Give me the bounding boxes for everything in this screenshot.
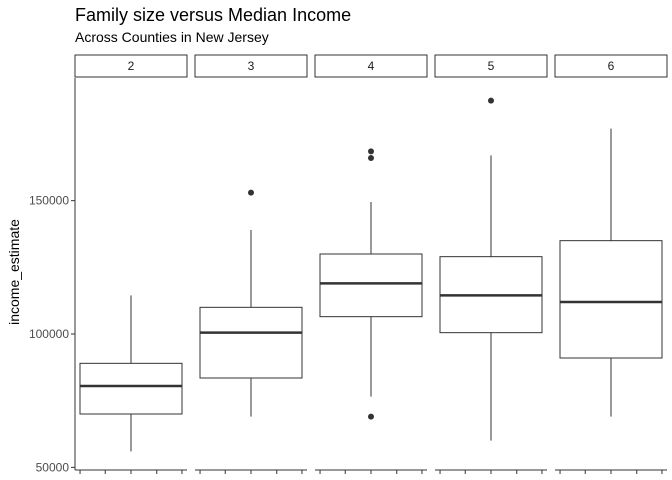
outlier-point xyxy=(368,148,374,155)
facet-panels: 2 3 4 5 6 xyxy=(74,54,668,474)
chart-subtitle: Across Counties in New Jersey xyxy=(75,29,269,45)
facet-strip-label: 6 xyxy=(608,59,615,73)
y-axis: 50000 100000 150000 xyxy=(29,78,76,474)
facet-strip xyxy=(554,54,668,78)
iqr-box xyxy=(79,362,183,415)
facet-panel-4: 4 xyxy=(314,54,428,474)
chart-title: Family size versus Median Income xyxy=(75,5,351,25)
iqr-box xyxy=(319,253,423,318)
outlier-point xyxy=(368,155,374,161)
facet-strip xyxy=(434,54,548,78)
iqr-box xyxy=(559,240,663,359)
outlier-point xyxy=(368,413,374,420)
facet-panel-2: 2 xyxy=(74,54,188,474)
outlier-point xyxy=(488,97,494,104)
facet-panel-5: 5 xyxy=(434,54,548,474)
y-axis-title: income_estimate xyxy=(6,219,22,325)
facet-strip-label: 2 xyxy=(128,59,135,73)
facet-strip xyxy=(74,54,188,78)
facet-strip xyxy=(314,54,428,78)
facet-panel-3: 3 xyxy=(194,54,308,474)
outlier-point xyxy=(248,189,254,196)
facet-strip-label: 5 xyxy=(488,59,495,73)
facet-strip xyxy=(194,54,308,78)
iqr-box xyxy=(199,306,303,379)
facet-strip-label: 4 xyxy=(368,59,375,73)
facet-panel-6: 6 xyxy=(554,54,668,474)
y-tick-label: 150000 xyxy=(29,194,69,208)
y-tick-label: 50000 xyxy=(36,460,70,474)
y-tick-label: 100000 xyxy=(29,327,69,341)
facet-strip-label: 3 xyxy=(248,59,255,73)
